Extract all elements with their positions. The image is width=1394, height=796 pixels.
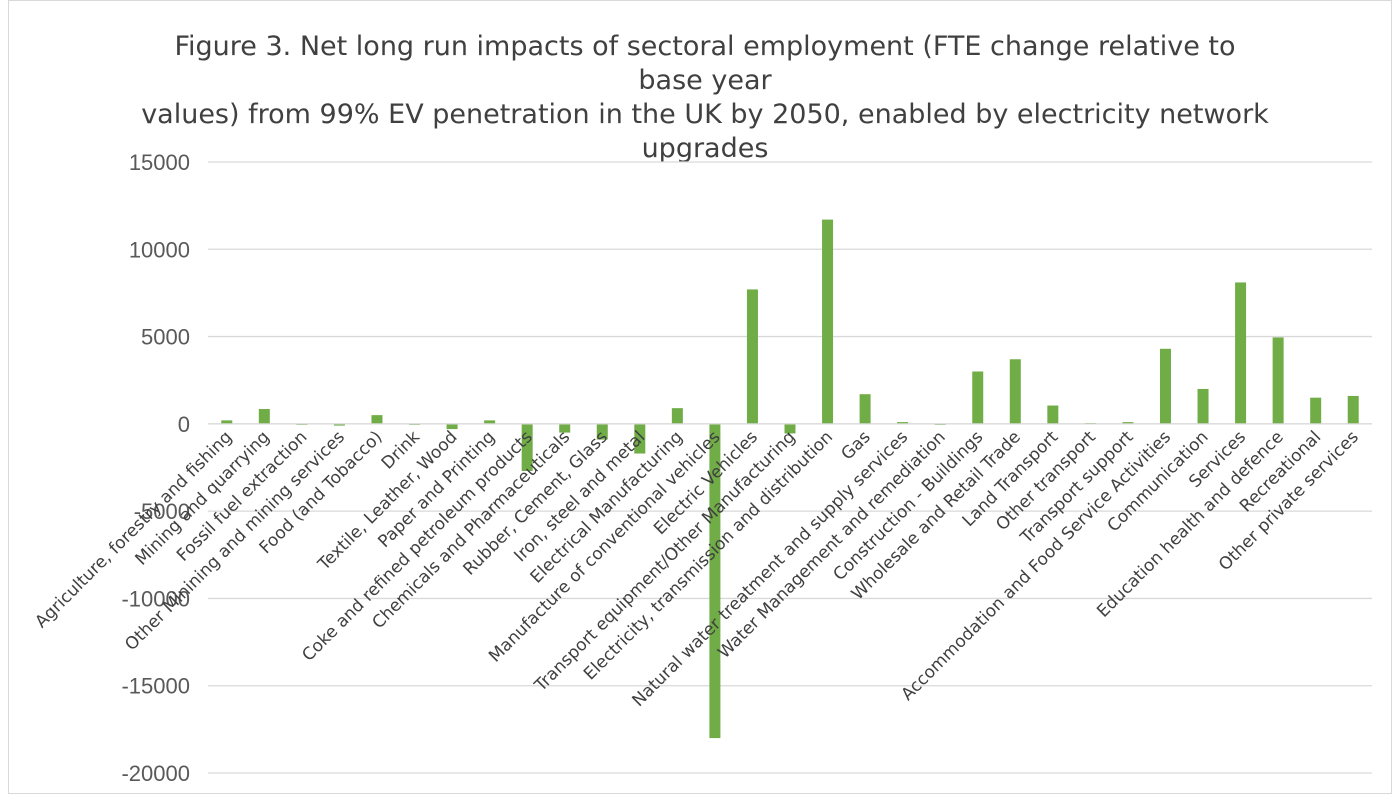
y-axis: 15000 10000 5000 0 -5000 -10000 -15000 -20000 — [121, 150, 190, 786]
bars — [221, 219, 1359, 739]
chart-title-line: Figure 3. Net long run impacts of sector… — [174, 31, 1236, 96]
bar — [1047, 405, 1059, 424]
y-tick-label: 5000 — [141, 325, 190, 350]
y-tick-label: -20000 — [121, 761, 190, 786]
bar — [1235, 282, 1247, 424]
chart-title: Figure 3. Net long run impacts of sector… — [140, 30, 1270, 166]
chart-title-line: upgrades — [641, 133, 769, 164]
y-tick-label: 15000 — [129, 150, 190, 175]
bar — [559, 423, 571, 433]
y-tick-label: -5000 — [134, 499, 190, 524]
bar — [784, 423, 796, 434]
bar — [333, 423, 345, 426]
bar — [1197, 388, 1209, 424]
bar — [521, 423, 533, 471]
bar — [897, 422, 909, 424]
bar — [1310, 397, 1322, 424]
bar — [596, 423, 608, 440]
bar — [221, 420, 233, 424]
bar — [1159, 348, 1171, 424]
bar — [1009, 359, 1021, 424]
x-axis: Agriculture, forestry and fishingMining … — [31, 427, 1362, 711]
bar — [634, 423, 646, 454]
bar — [1347, 395, 1359, 424]
bar — [709, 423, 721, 739]
chart-title-line: values) from 99% EV penetration in the U… — [141, 99, 1269, 130]
y-tick-label: 0 — [178, 412, 190, 437]
bar — [859, 394, 871, 424]
bar — [1272, 337, 1284, 424]
y-tick-label: -10000 — [121, 586, 190, 611]
bar — [746, 289, 758, 424]
bar — [822, 219, 834, 424]
bar — [446, 423, 458, 430]
bar — [972, 371, 984, 424]
bar — [1122, 422, 1134, 424]
y-tick-label: -15000 — [121, 674, 190, 699]
bar — [484, 420, 496, 424]
bar — [371, 415, 383, 424]
bar — [258, 409, 270, 424]
bar — [671, 408, 683, 424]
y-tick-label: 10000 — [129, 237, 190, 262]
